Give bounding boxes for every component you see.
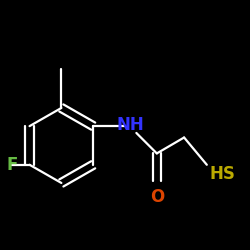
Text: F: F — [7, 156, 18, 174]
Text: NH: NH — [117, 116, 144, 134]
Text: HS: HS — [209, 165, 235, 183]
Text: O: O — [150, 188, 164, 206]
